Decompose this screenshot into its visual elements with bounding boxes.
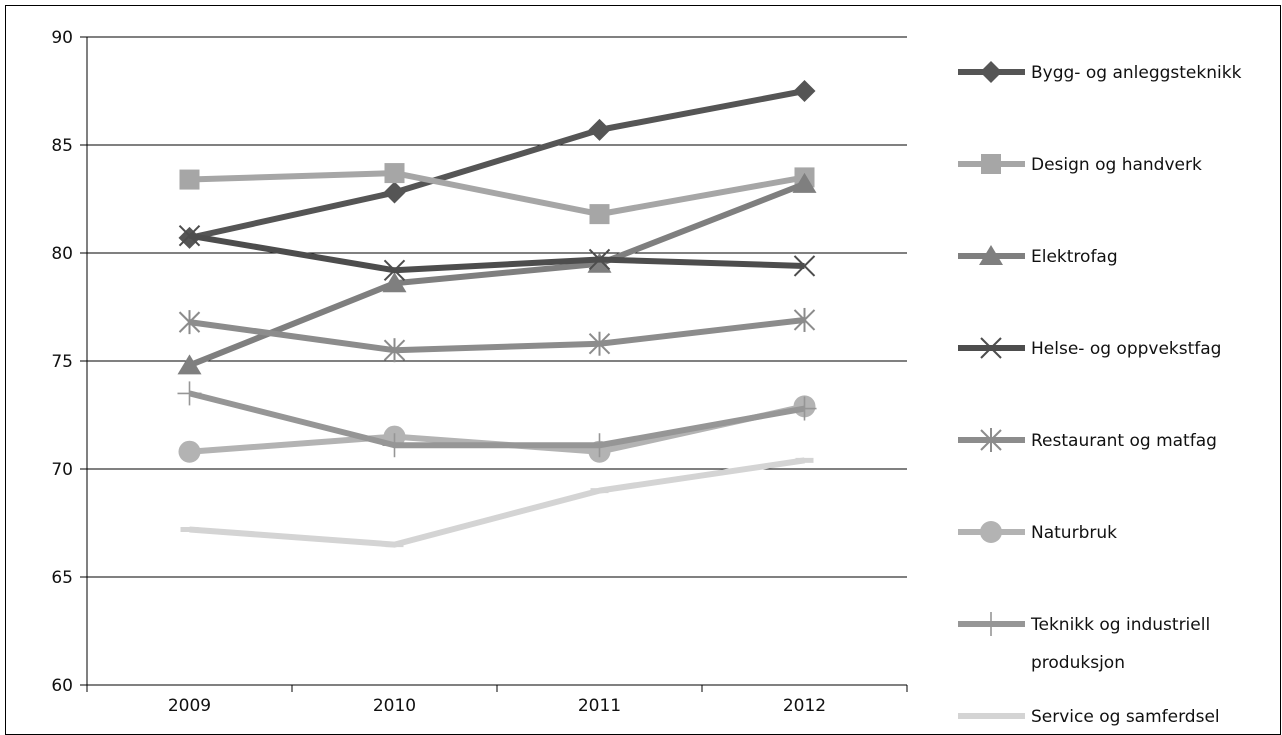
legend-label-naturbruk: Naturbruk <box>1031 523 1117 543</box>
y-tick-label: 75 <box>51 352 73 372</box>
data-point-bygg-og-anleggsteknikk-2011 <box>588 118 611 141</box>
legend-marker-helse-og-oppvekstfag <box>980 337 1002 359</box>
x-tick-label-2012: 2012 <box>783 696 826 716</box>
x-tick-label-2010: 2010 <box>373 696 416 716</box>
data-point-elektrofag-2009 <box>177 354 202 375</box>
data-point-design-og-handverk-2009 <box>179 169 200 190</box>
data-point-restaurant-og-matfag-2010 <box>383 338 406 363</box>
legend-marker-design-og-handverk <box>981 154 1001 174</box>
y-tick-label: 65 <box>51 568 73 588</box>
data-point-elektrofag-2012 <box>792 172 817 193</box>
data-point-naturbruk-2009 <box>178 440 201 463</box>
data-point-elektrofag-2011 <box>587 252 612 273</box>
legend-label-helse-og-oppvekstfag: Helse- og oppvekstfag <box>1031 339 1221 359</box>
y-tick-label: 60 <box>51 676 73 696</box>
data-point-restaurant-og-matfag-2009 <box>178 310 201 335</box>
series-line-restaurant-og-matfag <box>189 316 805 354</box>
series-line-design-og-handverk <box>189 170 806 218</box>
series-line-service-og-samferdsel <box>189 457 805 548</box>
legend-marker-bygg-og-anleggsteknikk <box>980 61 1002 83</box>
x-tick-label-2011: 2011 <box>578 696 621 716</box>
data-point-bygg-og-anleggsteknikk-2012 <box>793 80 816 102</box>
y-tick-label: 70 <box>51 460 73 480</box>
y-tick-label: 90 <box>51 28 73 48</box>
legend-label-bygg-og-anleggsteknikk: Bygg- og anleggsteknikk <box>1031 63 1242 83</box>
data-point-elektrofag-2010 <box>382 272 407 293</box>
data-point-design-og-handverk-2011 <box>589 204 610 225</box>
legend-marker-restaurant-og-matfag <box>980 428 1002 452</box>
series-line-bygg-og-anleggsteknikk <box>188 88 806 241</box>
data-point-helse-og-oppvekstfag-2010 <box>383 259 406 281</box>
data-point-teknikk-og-industriell-produksjon-2012 <box>792 396 817 421</box>
data-point-restaurant-og-matfag-2011 <box>588 331 611 356</box>
legend-marker-naturbruk <box>980 521 1002 543</box>
legend-marker-elektrofag <box>979 245 1003 265</box>
legend-label-service-og-samferdsel: Service og samferdsel <box>1031 707 1220 726</box>
legend-label-restaurant-og-matfag: Restaurant og matfag <box>1031 431 1217 451</box>
x-tick-label-2009: 2009 <box>168 696 211 716</box>
data-point-teknikk-og-industriell-produksjon-2009 <box>177 381 202 406</box>
legend-label-elektrofag: Elektrofag <box>1031 247 1118 267</box>
legend-label-design-og-handverk: Design og handverk <box>1031 155 1202 175</box>
data-point-bygg-og-anleggsteknikk-2010 <box>383 181 406 204</box>
data-point-helse-og-oppvekstfag-2012 <box>793 255 816 277</box>
y-tick-label: 85 <box>51 136 73 156</box>
data-point-helse-og-oppvekstfag-2009 <box>178 225 201 247</box>
y-tick-label: 80 <box>51 244 73 264</box>
data-point-teknikk-og-industriell-produksjon-2011 <box>587 433 612 458</box>
data-point-helse-og-oppvekstfag-2011 <box>588 248 611 271</box>
legend-marker-teknikk-og-industriell-produksjon <box>979 612 1003 636</box>
series-line-helse-og-oppvekstfag <box>189 232 805 274</box>
series-line-elektrofag <box>188 181 806 369</box>
data-point-restaurant-og-matfag-2012 <box>793 307 816 332</box>
legend-label-teknikk-og-industriell-produksjon: Teknikk og industriell produksjon <box>1030 615 1210 673</box>
data-point-teknikk-og-industriell-produksjon-2010 <box>382 433 407 458</box>
series-line-teknikk-og-industriell-produksjon <box>188 390 806 449</box>
data-point-design-og-handverk-2010 <box>384 163 405 184</box>
